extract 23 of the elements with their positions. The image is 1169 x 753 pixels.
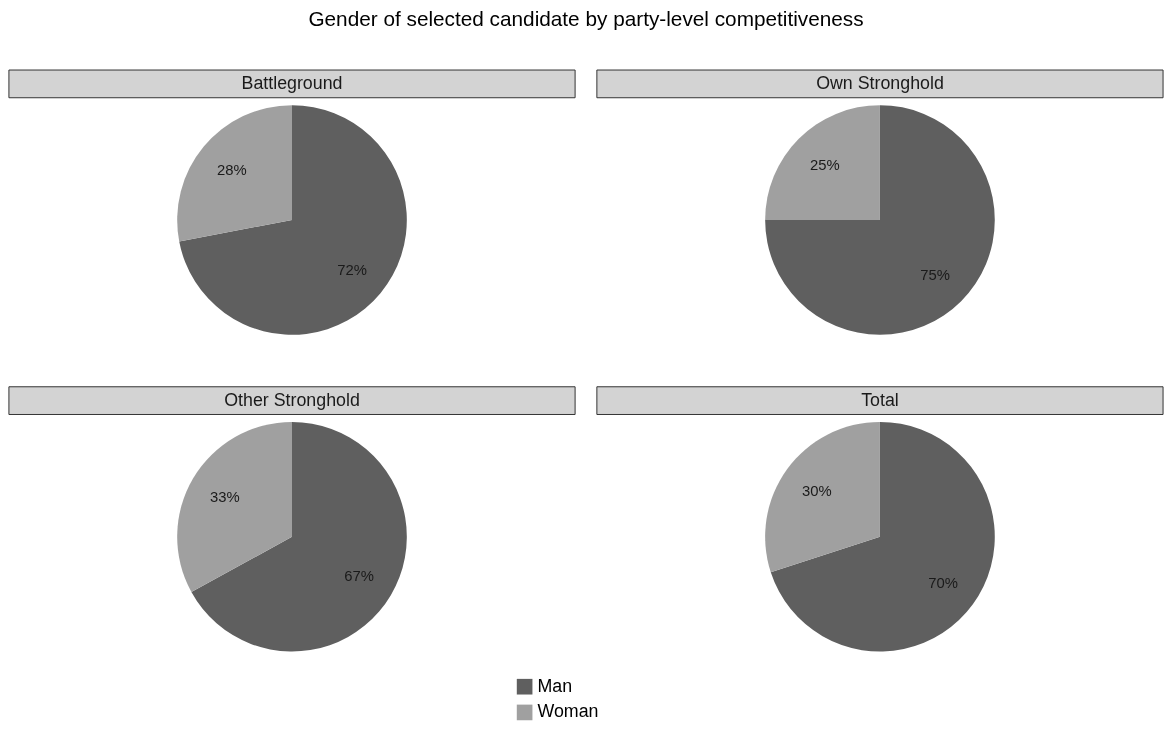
pie-slice xyxy=(765,105,995,335)
chart-title: Gender of selected candidate by party-level competitiveness xyxy=(308,6,864,30)
chart-subtitle: Total xyxy=(861,389,899,410)
chart-subtitle: Battleground xyxy=(241,72,343,93)
data-label: 72% xyxy=(337,261,368,278)
pie-slice xyxy=(770,421,995,652)
chart-subtitle: Own Stronghold xyxy=(816,72,944,93)
data-label: 70% xyxy=(928,574,958,591)
data-label: 67% xyxy=(344,568,375,585)
data-label: 25% xyxy=(809,156,840,173)
legend-label: Man xyxy=(537,675,573,696)
data-label: 33% xyxy=(209,488,240,505)
pie-slice xyxy=(765,105,880,220)
pie-slice xyxy=(177,105,292,242)
data-label: 28% xyxy=(217,162,247,179)
pie-slice xyxy=(765,421,880,573)
data-label: 75% xyxy=(920,267,951,284)
data-label: 30% xyxy=(801,482,832,499)
pie-slice xyxy=(191,421,407,652)
chart-subtitle: Other Stronghold xyxy=(224,389,360,410)
legend-label: Woman xyxy=(537,701,599,722)
pie-slice xyxy=(179,105,407,335)
pie-slice xyxy=(177,421,292,593)
